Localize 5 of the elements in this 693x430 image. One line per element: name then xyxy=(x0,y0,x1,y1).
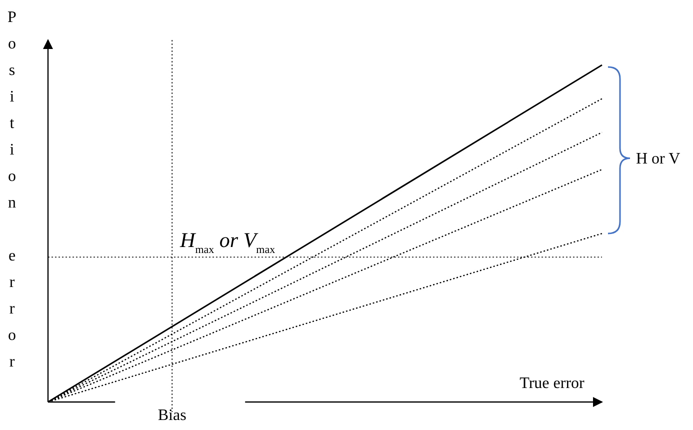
text: Position error xyxy=(8,9,16,370)
annotation: H or V xyxy=(636,150,681,168)
text: Bias xyxy=(158,407,186,424)
ref-line-label: H$_{max}$ or V$_{max}$ xyxy=(179,228,276,256)
x-axis-title: True error xyxy=(520,375,586,392)
